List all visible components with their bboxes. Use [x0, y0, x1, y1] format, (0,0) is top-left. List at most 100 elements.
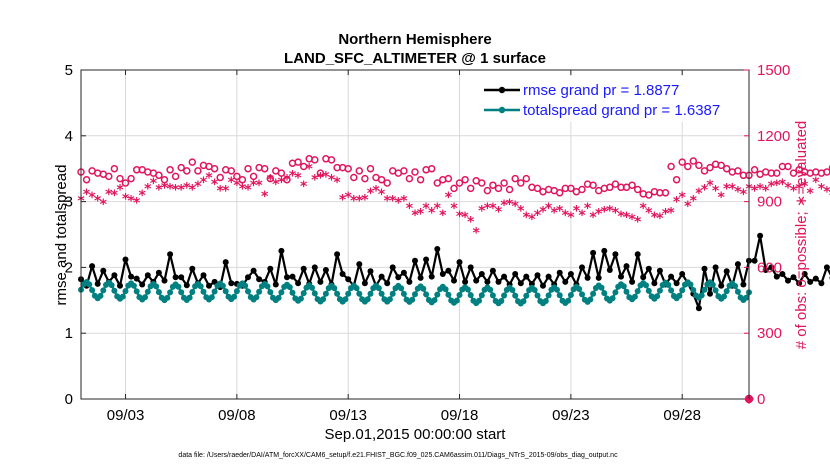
- totalspread-point: [467, 292, 474, 299]
- rmse-point: [801, 271, 808, 277]
- totalspread-point: [620, 283, 627, 290]
- rmse-point: [117, 282, 123, 289]
- obs-evaluated-marker: *: [500, 198, 508, 214]
- obs-possible-marker: [361, 174, 369, 183]
- obs-evaluated-marker: *: [578, 208, 586, 224]
- obs-evaluated-marker: *: [762, 184, 770, 200]
- obs-possible-marker: [116, 174, 124, 183]
- totalspread-point: [598, 284, 605, 291]
- obs-possible-marker: [717, 161, 725, 170]
- y-tick-label: 3: [65, 194, 73, 211]
- obs-possible-marker: [734, 167, 742, 175]
- obs-evaluated-marker: *: [100, 197, 108, 213]
- obs-evaluated-marker: *: [628, 212, 636, 228]
- obs-evaluated-marker: *: [784, 180, 792, 196]
- obs-evaluated-marker: *: [428, 206, 436, 222]
- totalspread-point: [723, 288, 730, 295]
- obs-evaluated-marker: *: [512, 199, 520, 215]
- rmse-point: [395, 274, 402, 281]
- obs-possible-marker: [478, 179, 486, 187]
- totalspread-point: [498, 298, 505, 304]
- rmse-point: [495, 278, 502, 285]
- rmse-point: [695, 305, 702, 312]
- plot-frame: [80, 69, 750, 400]
- rmse-point: [595, 274, 602, 281]
- rmse-point: [406, 278, 413, 285]
- totalspread-point: [576, 286, 583, 292]
- rmse-point: [206, 282, 212, 289]
- obs-evaluated-marker: *: [751, 184, 759, 200]
- obs-evaluated-marker: *: [322, 169, 330, 185]
- totalspread-point: [656, 287, 663, 294]
- obs-possible-marker: [260, 164, 269, 173]
- totalspread-point: [612, 289, 619, 296]
- rmse-point: [640, 274, 647, 281]
- rmse-point: [645, 265, 652, 272]
- obs-possible-marker: [633, 185, 642, 194]
- totalspread-point: [342, 296, 349, 303]
- obs-evaluated-marker: *: [801, 179, 809, 195]
- obs-possible-marker: [667, 162, 675, 171]
- obs-possible-marker: [166, 166, 174, 174]
- legend-rmse-marker: [498, 86, 506, 94]
- rmse-point: [367, 268, 374, 275]
- obs-possible-marker: [350, 173, 358, 182]
- rmse-point: [339, 271, 346, 277]
- obs-evaluated-marker: *: [712, 184, 720, 200]
- totalspread-point: [534, 292, 541, 299]
- totalspread-point: [679, 287, 686, 294]
- rmse-point: [445, 267, 452, 274]
- obs-evaluated-marker: *: [517, 203, 525, 219]
- y-right-tick-label: 1500: [757, 62, 790, 79]
- rmse-point: [155, 269, 162, 276]
- obs-evaluated-marker: *: [528, 212, 536, 228]
- totalspread-point: [556, 292, 563, 299]
- rmse-point: [361, 280, 368, 287]
- totalspread-point: [676, 292, 683, 299]
- totalspread-point: [690, 287, 697, 293]
- obs-possible-marker: [684, 162, 692, 171]
- obs-evaluated-marker: *: [228, 175, 236, 191]
- totalspread-point: [144, 288, 151, 295]
- obs-evaluated-marker: *: [317, 171, 325, 187]
- obs-evaluated-marker: *: [573, 203, 581, 219]
- obs-evaluated-marker: *: [545, 201, 553, 217]
- rmse-point: [656, 267, 663, 274]
- rmse-point: [245, 274, 251, 281]
- totalspread-point: [400, 290, 407, 297]
- rmse-point: [389, 264, 396, 271]
- rmse-point: [718, 282, 725, 289]
- obs-possible-marker: [450, 184, 458, 193]
- obs-evaluated-marker: *: [211, 177, 219, 193]
- obs-evaluated-marker: *: [623, 210, 631, 226]
- obs-evaluated-marker: *: [111, 188, 119, 204]
- totalspread-point: [242, 282, 249, 289]
- totalspread-point: [178, 289, 185, 296]
- obs-evaluated-marker: *: [523, 210, 531, 226]
- obs-evaluated-marker: *: [773, 178, 781, 194]
- obs-possible-marker: [578, 185, 586, 194]
- obs-possible-marker: [511, 174, 519, 183]
- obs-possible-marker: [789, 169, 798, 177]
- rmse-point: [545, 273, 552, 280]
- rmse-point: [144, 272, 151, 279]
- totalspread-point: [264, 283, 271, 290]
- obs-evaluated-marker: *: [205, 171, 213, 187]
- obs-possible-marker: [299, 162, 308, 171]
- obs-evaluated-marker: *: [289, 168, 297, 184]
- totalspread-point: [453, 297, 460, 304]
- obs-possible-marker: [661, 189, 670, 197]
- y-right-tick-label: 1200: [757, 128, 790, 145]
- obs-evaluated-marker: *: [667, 206, 675, 222]
- rmse-point: [400, 269, 407, 276]
- obs-possible-marker: [706, 163, 714, 172]
- obs-evaluated-marker: *: [389, 194, 397, 210]
- obs-possible-marker: [606, 183, 614, 192]
- obs-evaluated-marker: *: [144, 181, 152, 197]
- rmse-point: [579, 264, 585, 271]
- obs-evaluated-marker: *: [829, 188, 830, 204]
- rmse-point: [378, 273, 385, 280]
- obs-evaluated-marker: *: [795, 181, 803, 197]
- obs-evaluated-marker: *: [339, 192, 347, 208]
